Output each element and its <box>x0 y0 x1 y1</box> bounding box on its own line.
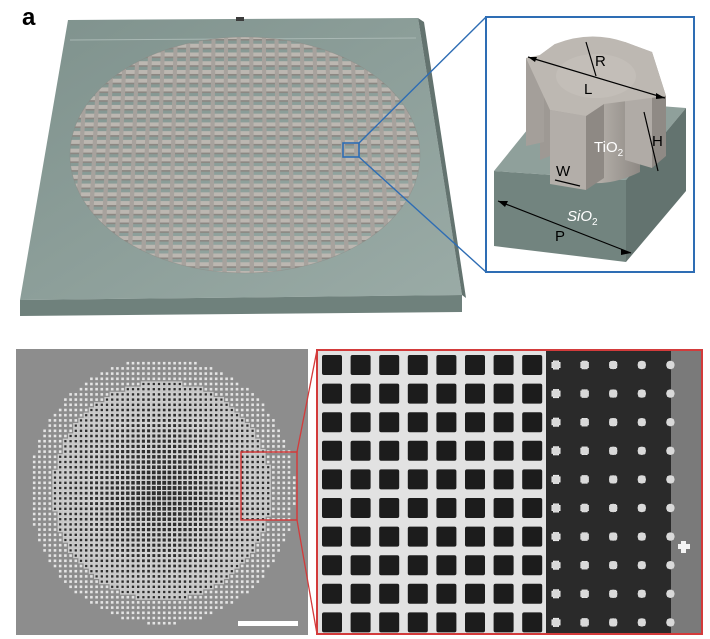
label-sio2: SiO2 <box>567 208 598 228</box>
metalens-lattice <box>70 37 420 273</box>
panel-letter-a: a <box>22 4 36 31</box>
zoom-region-a <box>342 142 360 158</box>
label-w: W <box>556 163 571 180</box>
metasurface-3d-render: R L H W P TiO2 SiO2 <box>20 16 695 316</box>
substrate-side-face <box>418 18 466 298</box>
substrate-front-face <box>20 295 462 316</box>
label-tio2: TiO2 <box>594 139 624 159</box>
label-p: P <box>555 228 565 245</box>
sem-zoom-image <box>316 349 703 635</box>
label-l: L <box>584 81 592 98</box>
label-r: R <box>595 53 606 70</box>
label-h: H <box>652 133 663 150</box>
lens-outline <box>69 36 421 274</box>
unit-cell-diagram <box>494 36 686 262</box>
scale-bar <box>238 621 298 626</box>
sem-overview-image <box>16 349 308 635</box>
